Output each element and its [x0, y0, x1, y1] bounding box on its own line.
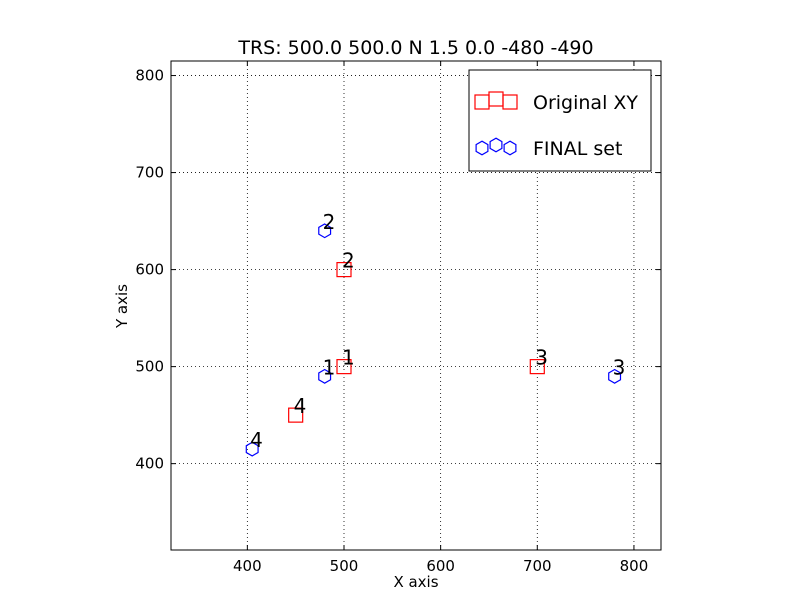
legend-marker-original-xy	[502, 94, 518, 110]
chart-title: TRS: 500.0 500.0 N 1.5 0.0 -480 -490	[237, 37, 593, 59]
y-axis-label: Y axis	[113, 284, 131, 329]
axis-ticks: 400 500 600 700 800 400 500 600 700 800	[135, 61, 661, 575]
y-tick-label: 800	[135, 67, 164, 85]
y-tick-label: 600	[135, 261, 164, 279]
point-label: 3	[535, 346, 548, 370]
original-xy-point	[336, 262, 352, 278]
x-axis-label: X axis	[393, 573, 438, 591]
final-set-point	[318, 223, 332, 239]
point-label: 4	[294, 394, 307, 418]
legend-marker-final-set	[475, 140, 489, 156]
x-tick-label: 800	[620, 557, 649, 575]
final-set-point	[245, 441, 259, 457]
legend-label-final-set: FINAL set	[533, 138, 622, 160]
grid-lines	[171, 61, 661, 550]
final-set-point	[608, 368, 622, 384]
point-label: 2	[342, 249, 355, 273]
original-xy-point	[336, 359, 352, 375]
x-tick-label: 400	[233, 557, 262, 575]
x-tick-label: 700	[523, 557, 552, 575]
legend-box	[468, 69, 652, 172]
y-tick-label: 500	[135, 358, 164, 376]
final-set-point	[318, 368, 332, 384]
point-label: 3	[613, 355, 626, 379]
y-tick-label: 400	[135, 455, 164, 473]
legend-marker-final-set	[503, 140, 517, 156]
point-label: 1	[342, 346, 355, 370]
point-label: 4	[250, 428, 263, 452]
legend-label-original-xy: Original XY	[533, 92, 638, 114]
original-xy-point	[529, 359, 545, 375]
y-tick-label: 700	[135, 164, 164, 182]
legend-marker-final-set	[489, 137, 503, 153]
point-label: 1	[323, 355, 336, 379]
legend: Original XY FINAL set	[468, 69, 652, 172]
original-xy-point	[288, 407, 304, 423]
x-tick-label: 500	[330, 557, 359, 575]
point-label: 2	[323, 210, 336, 234]
plot-frame	[170, 60, 662, 551]
x-tick-label: 600	[426, 557, 455, 575]
